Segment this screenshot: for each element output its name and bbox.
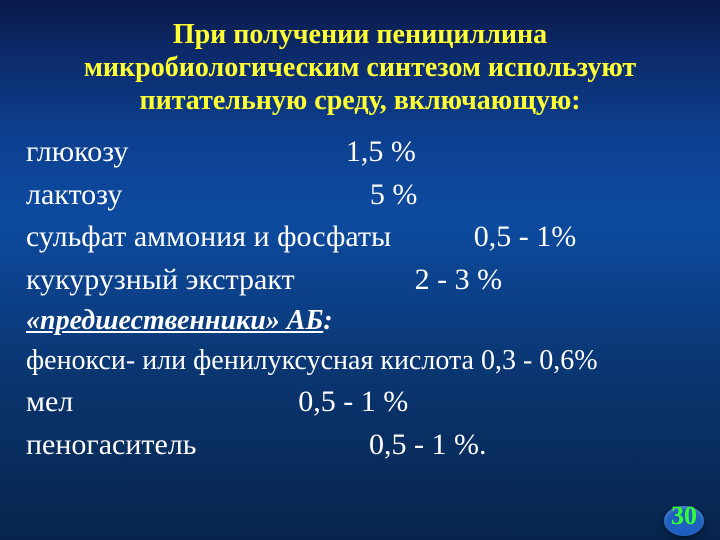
page-number-badge: 30 bbox=[664, 506, 704, 540]
body-line-4: кукурузный экстракт 2 - 3 % bbox=[26, 259, 694, 302]
slide: При получении пенициллина микробиологиче… bbox=[0, 0, 720, 540]
page-number: 30 bbox=[664, 504, 704, 527]
body-line-3: сульфат аммония и фосфаты 0,5 - 1% bbox=[26, 216, 694, 259]
subheader-tail: : bbox=[323, 305, 332, 336]
title-line-2: микробиологическим синтезом используют bbox=[84, 52, 636, 83]
title-line-1: При получении пенициллина bbox=[173, 19, 547, 50]
subheader: «предшественники» АБ: bbox=[26, 301, 694, 341]
title-line-3: питательную среду, включающую: bbox=[139, 85, 580, 116]
body-line-7: пеногаситель 0,5 - 1 %. bbox=[26, 424, 694, 467]
subheader-underlined: «предшественники» АБ bbox=[26, 305, 323, 336]
slide-title: При получении пенициллина микробиологиче… bbox=[26, 18, 694, 117]
body-line-1: глюкозу 1,5 % bbox=[26, 131, 694, 174]
body-line-6: мел 0,5 - 1 % bbox=[26, 381, 694, 424]
body-line-5: фенокси- или фенилуксусная кислота 0,3 -… bbox=[26, 341, 694, 381]
body-line-2: лактозу 5 % bbox=[26, 174, 694, 217]
